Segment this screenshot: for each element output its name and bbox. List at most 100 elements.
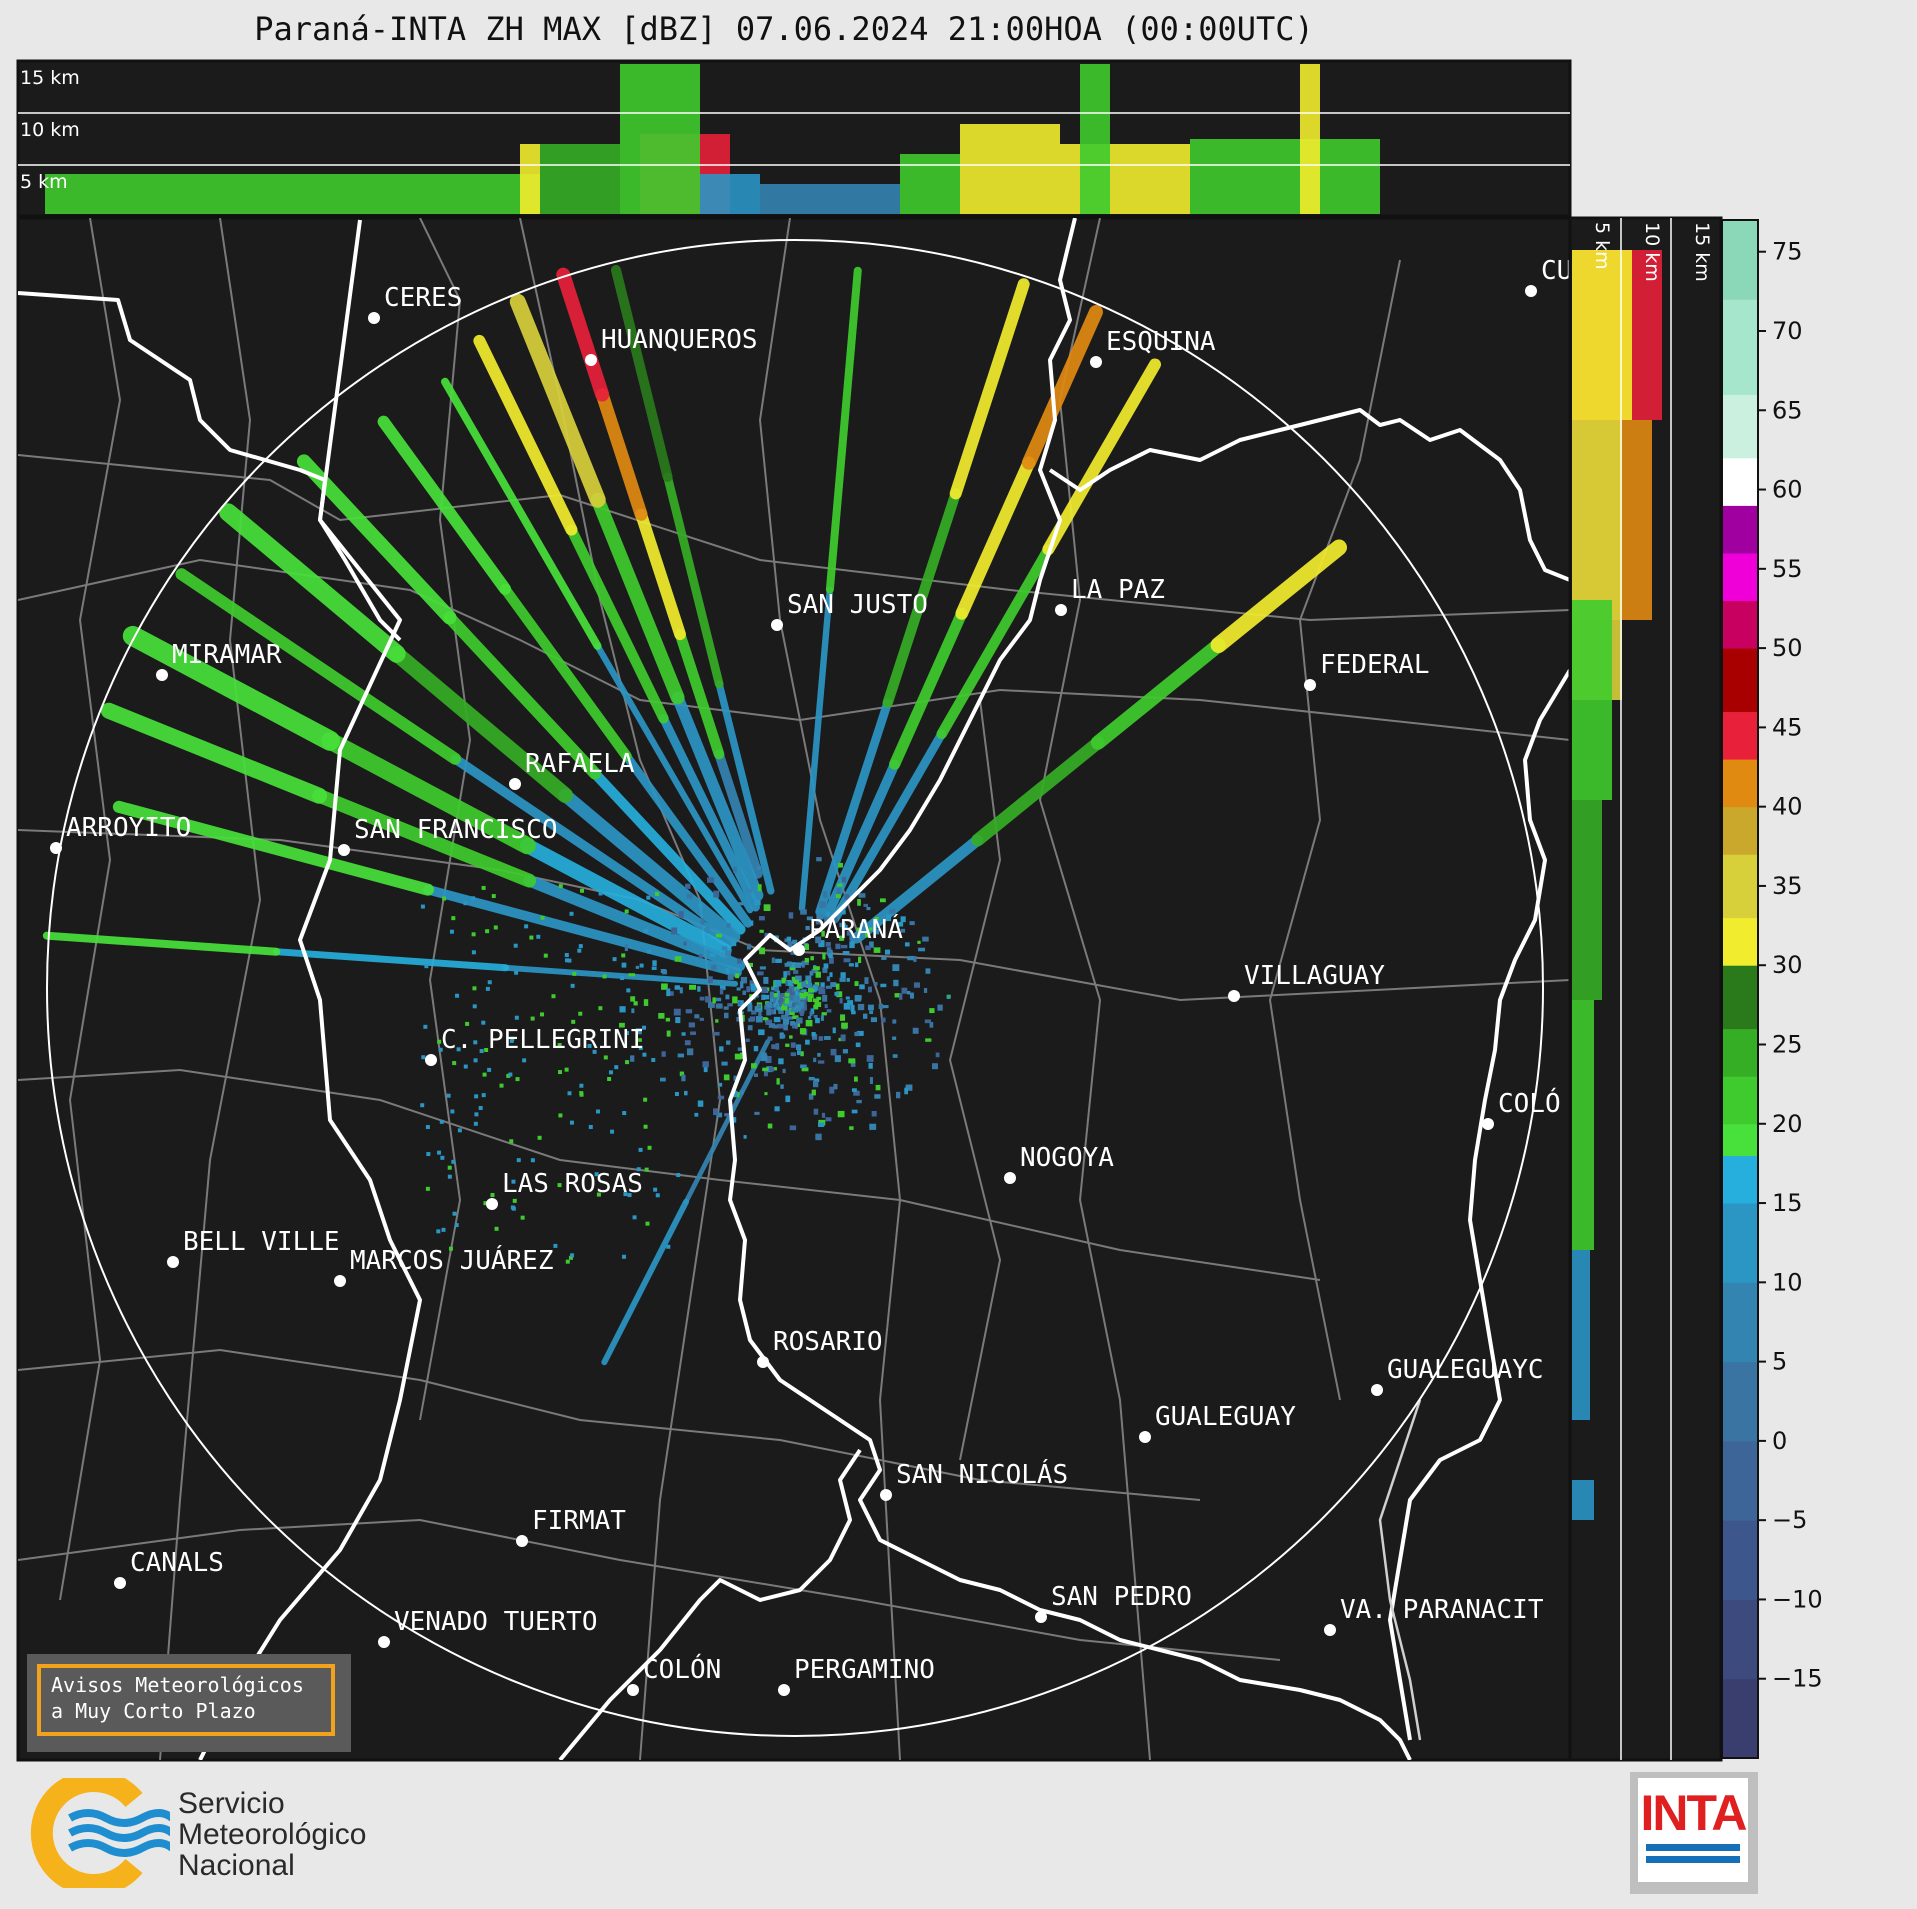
clutter-pixel xyxy=(774,1106,780,1112)
echo-pixel xyxy=(471,896,476,901)
clutter-pixel xyxy=(768,1036,773,1041)
clutter-pixel xyxy=(766,1002,772,1008)
clutter-pixel xyxy=(716,997,722,1002)
clutter-pixel xyxy=(688,1022,696,1028)
colorbar-tick-label: 55 xyxy=(1772,555,1803,583)
clutter-pixel xyxy=(786,1016,794,1020)
echo-streak xyxy=(815,698,893,917)
echo-pixel xyxy=(474,1112,479,1117)
echo-pixel xyxy=(449,929,454,934)
clutter-pixel xyxy=(787,1008,793,1013)
echo-streak xyxy=(889,607,968,770)
clutter-pixel xyxy=(825,942,831,947)
clutter-pixel xyxy=(736,987,741,991)
clutter-pixel xyxy=(753,1045,759,1052)
clutter-pixel xyxy=(787,941,793,948)
clutter-pixel xyxy=(822,967,828,973)
clutter-pixel xyxy=(781,977,787,984)
clutter-pixel xyxy=(758,1029,765,1036)
clutter-pixel xyxy=(871,1110,877,1117)
clutter-pixel xyxy=(810,956,814,961)
clutter-pixel xyxy=(686,893,693,899)
clutter-pixel xyxy=(778,1001,786,1007)
echo-pixel xyxy=(676,1173,681,1178)
clutter-pixel xyxy=(811,1089,816,1096)
clutter-pixel xyxy=(643,999,649,1006)
echo-streak xyxy=(635,508,686,641)
city-label: RAFAELA xyxy=(525,749,635,779)
city-marker xyxy=(368,312,380,324)
clutter-pixel xyxy=(836,991,843,998)
clutter-pixel xyxy=(799,1028,806,1035)
city-marker xyxy=(1139,1431,1151,1443)
clutter-pixel xyxy=(849,1126,854,1130)
clutter-pixel xyxy=(869,1123,877,1130)
echo-pixel xyxy=(588,1125,593,1130)
clutter-pixel xyxy=(719,988,724,995)
clutter-pixel xyxy=(859,984,865,990)
colorbar-band-21 xyxy=(1722,457,1758,506)
echo-pixel xyxy=(568,1255,573,1260)
clutter-pixel xyxy=(875,1084,881,1091)
clutter-pixel xyxy=(678,911,684,918)
echo-streak xyxy=(321,732,536,855)
clutter-pixel xyxy=(806,916,813,921)
clutter-pixel xyxy=(799,992,807,999)
clutter-pixel xyxy=(857,899,861,906)
clutter-pixel xyxy=(837,862,843,868)
clutter-pixel xyxy=(865,945,871,951)
clutter-pixel xyxy=(870,1017,878,1023)
top-echo-block xyxy=(1060,144,1190,214)
clutter-pixel xyxy=(818,988,826,995)
clutter-pixel xyxy=(737,958,742,964)
clutter-pixel xyxy=(643,928,648,933)
colorbar-tick-label: 25 xyxy=(1772,1030,1803,1058)
colorbar-tick-label: 30 xyxy=(1772,951,1803,979)
clutter-pixel xyxy=(712,997,716,1004)
clutter-pixel xyxy=(886,914,892,922)
clutter-pixel xyxy=(796,1017,803,1024)
echo-pixel xyxy=(614,1065,619,1070)
echo-pixel xyxy=(543,953,548,958)
clutter-pixel xyxy=(812,1080,819,1088)
clutter-pixel xyxy=(867,1004,874,1011)
clutter-pixel xyxy=(878,1003,884,1009)
colorbar-tick-label: 35 xyxy=(1772,872,1803,900)
clutter-pixel xyxy=(854,1076,858,1082)
clutter-pixel xyxy=(635,965,640,969)
echo-pixel xyxy=(596,1192,601,1197)
clutter-pixel xyxy=(801,960,805,968)
top-echo-block xyxy=(760,184,900,214)
city-marker xyxy=(1055,604,1067,616)
clutter-pixel xyxy=(795,975,802,982)
clutter-pixel xyxy=(829,972,833,977)
echo-pixel xyxy=(570,983,575,988)
clutter-pixel xyxy=(850,1004,855,1012)
echo-pixel xyxy=(452,1061,457,1066)
clutter-pixel xyxy=(901,987,908,994)
echo-pixel xyxy=(579,1092,584,1097)
clutter-pixel xyxy=(741,1014,745,1022)
clutter-pixel xyxy=(829,1086,835,1094)
clutter-pixel xyxy=(807,997,813,1002)
clutter-pixel xyxy=(730,939,737,947)
clutter-pixel xyxy=(813,1004,819,1010)
city-label: ESQUINA xyxy=(1106,327,1216,357)
clutter-pixel xyxy=(742,990,747,995)
echo-streak xyxy=(595,388,648,521)
clutter-pixel xyxy=(758,916,765,921)
clutter-pixel xyxy=(750,983,757,991)
clutter-pixel xyxy=(819,901,826,909)
city-marker xyxy=(1035,1611,1047,1623)
echo-pixel xyxy=(570,1253,575,1258)
clutter-pixel xyxy=(804,944,810,951)
clutter-pixel xyxy=(790,984,794,991)
clutter-pixel xyxy=(830,1048,837,1056)
clutter-pixel xyxy=(757,884,762,892)
clutter-pixel xyxy=(798,1001,805,1007)
clutter-pixel xyxy=(715,933,722,938)
clutter-pixel xyxy=(763,904,771,912)
clutter-pixel xyxy=(681,1032,686,1036)
echo-pixel xyxy=(474,1094,479,1099)
echo-streak xyxy=(1042,358,1161,556)
